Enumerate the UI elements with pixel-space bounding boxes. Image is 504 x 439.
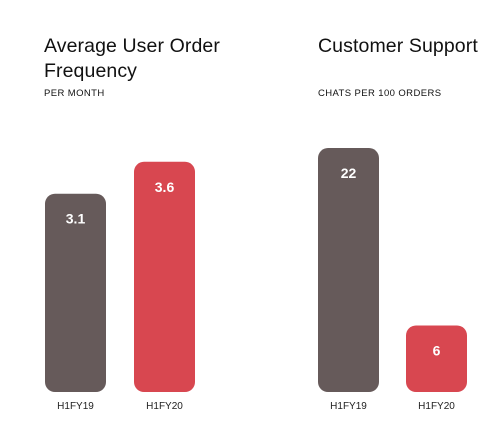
category-label: H1FY19	[57, 401, 94, 412]
bar-h1fy19	[318, 148, 379, 392]
chart-subtitle: CHATS PER 100 ORDERS	[318, 88, 442, 99]
order-frequency-plot: 3.1 H1FY19 3.6 H1FY20	[45, 161, 195, 412]
bar-h1fy20	[406, 325, 467, 392]
chart-title: Average User Order Frequency	[44, 35, 220, 82]
category-label: H1FY20	[418, 401, 455, 412]
category-label: H1FY20	[146, 401, 183, 412]
customer-support-plot: 22 H1FY19 6 H1FY20	[318, 148, 467, 412]
bar-h1fy20	[134, 161, 195, 392]
order-frequency-chart: Average User Order Frequency PER MONTH 3…	[0, 0, 250, 439]
customer-support-chart: Customer Support CHATS PER 100 ORDERS 22…	[270, 0, 504, 439]
data-label: 6	[433, 342, 441, 358]
data-label: 3.1	[66, 211, 86, 227]
chart-title: Customer Support	[318, 35, 478, 57]
data-label: 3.6	[155, 179, 175, 195]
bar-h1fy19	[45, 193, 106, 392]
category-label: H1FY19	[330, 401, 367, 412]
chart-subtitle: PER MONTH	[44, 88, 105, 99]
data-label: 22	[341, 165, 357, 181]
